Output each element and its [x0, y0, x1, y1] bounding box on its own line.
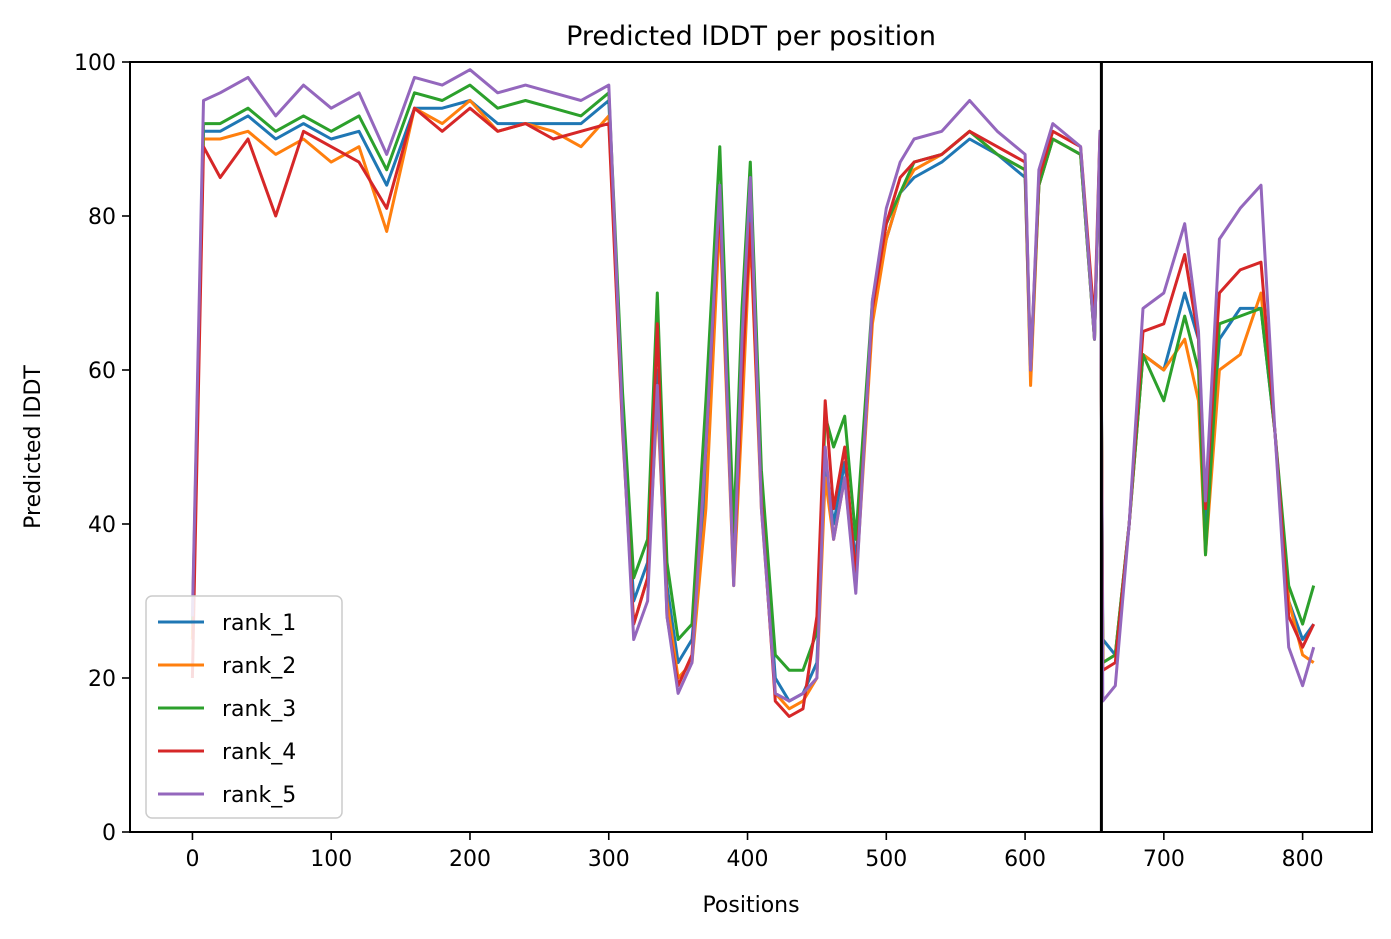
y-tick-label: 20 [88, 667, 116, 692]
series-line-rank_3 [190, 83, 1316, 672]
legend-box [145, 595, 343, 819]
series-lines [190, 62, 1316, 832]
x-tick-label: 600 [1004, 847, 1046, 872]
legend: rank_1 rank_2 rank_3 rank_4 rank_5 [145, 595, 343, 819]
legend-label-rank_3: rank_3 [222, 697, 296, 722]
x-tick-label: 800 [1282, 847, 1324, 872]
plot-frame [129, 61, 1373, 833]
x-tick-label: 0 [185, 847, 199, 872]
y-tick-label: 80 [88, 205, 116, 230]
x-tick-label: 100 [310, 847, 352, 872]
chart-title: Predicted lDDT per position [566, 21, 936, 52]
x-tick-label: 500 [865, 847, 907, 872]
y-tick-label: 40 [88, 513, 116, 538]
y-tick-label: 100 [74, 51, 116, 76]
x-tick-label: 200 [449, 847, 491, 872]
legend-label-rank_4: rank_4 [222, 740, 296, 765]
series-line-rank_5 [190, 68, 1316, 703]
legend-label-rank_2: rank_2 [222, 654, 296, 679]
x-axis-ticks: 0 100 200 300 400 500 600 700 800 [185, 832, 1324, 872]
y-tick-label: 0 [102, 821, 116, 846]
legend-label-rank_1: rank_1 [222, 611, 296, 636]
x-tick-label: 400 [727, 847, 769, 872]
y-axis-title: Predicted lDDT [21, 365, 46, 529]
x-tick-label: 700 [1143, 847, 1185, 872]
y-axis-ticks: 0 20 40 60 80 100 [74, 51, 130, 846]
y-tick-label: 60 [88, 359, 116, 384]
x-axis-title: Positions [702, 893, 799, 918]
legend-label-rank_5: rank_5 [222, 783, 296, 808]
x-tick-label: 300 [588, 847, 630, 872]
